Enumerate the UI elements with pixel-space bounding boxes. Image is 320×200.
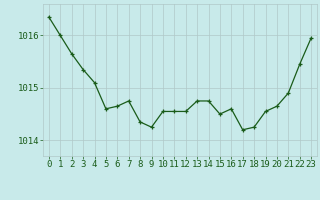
Text: Graphe pression niveau de la mer (hPa): Graphe pression niveau de la mer (hPa): [41, 187, 279, 197]
